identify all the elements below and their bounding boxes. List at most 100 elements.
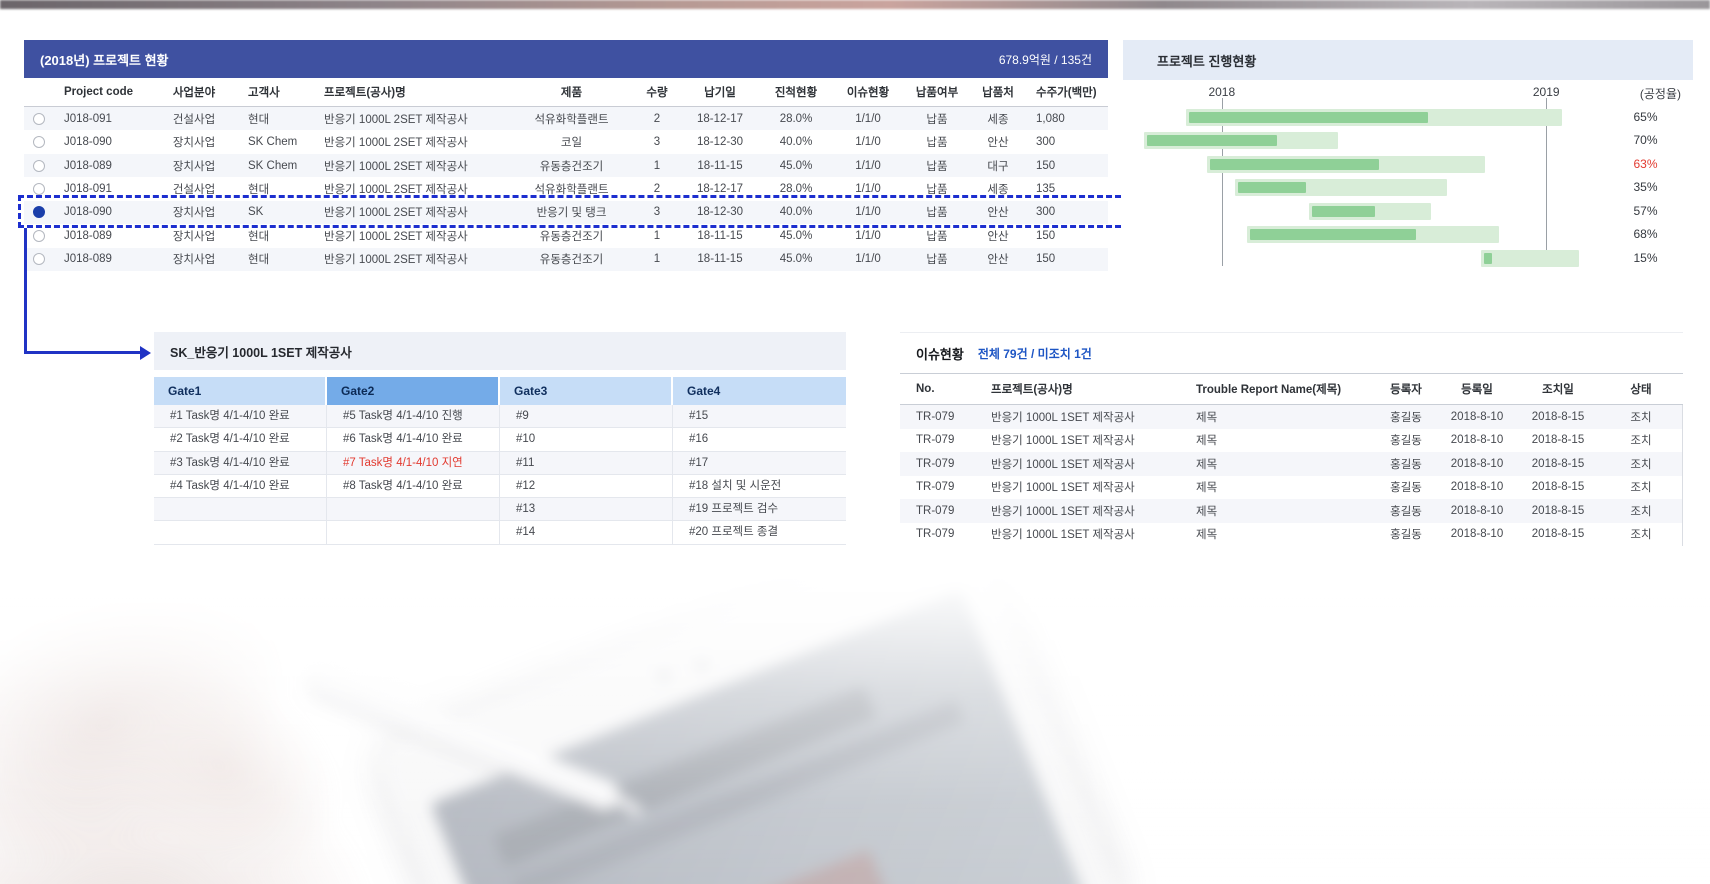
gantt-row: 35% <box>1123 176 1693 199</box>
issue-table-row[interactable]: TR-079 반응기 1000L 1SET 제작공사 제목 홍길동 2018-8-10 2… <box>900 499 1683 523</box>
table-cell: 반응기 1000L 2SET 제작공사 <box>324 113 468 126</box>
gantt-bar-progress <box>1237 182 1307 194</box>
issue-cell: 2018-8-10 <box>1450 434 1504 447</box>
gate-tab-gate4[interactable]: Gate4 <box>673 377 846 405</box>
table-cell: 대구 <box>987 160 1009 173</box>
table-row[interactable]: J018-091 건설사업 현대 반응기 1000L 2SET 제작공사 석유화학플랜트… <box>24 177 1108 200</box>
gate-task-cell <box>154 521 327 545</box>
table-cell: 납품 <box>926 160 948 173</box>
radio-cell <box>24 182 54 195</box>
table-cell: 300 <box>1036 206 1056 219</box>
issue-cell: 제목 <box>1196 411 1218 424</box>
background-photo <box>0 556 1710 884</box>
gate-tab-gate1[interactable]: Gate1 <box>154 377 327 405</box>
issue-cell: TR-079 <box>916 410 955 423</box>
column-header: Project code <box>64 86 134 98</box>
radio-icon[interactable] <box>33 112 45 125</box>
issue-table-row[interactable]: TR-079 반응기 1000L 1SET 제작공사 제목 홍길동 2018-8-10 2… <box>900 428 1683 452</box>
radio-icon[interactable] <box>33 136 45 149</box>
table-cell: 18-12-30 <box>696 136 744 149</box>
gate-task-cell: #6 Task명 4/1-4/10 완료 <box>327 428 500 452</box>
table-cell: J018-089 <box>64 253 112 266</box>
table-cell: 안산 <box>987 254 1009 267</box>
table-cell: 1 <box>653 159 661 172</box>
rate-column-header: (공정율) <box>1639 87 1681 101</box>
gate-task-cell: #17 <box>673 452 846 475</box>
table-row[interactable]: J018-089 장치사업 현대 반응기 1000L 2SET 제작공사 유동층건조기 1… <box>24 247 1108 271</box>
gantt-chart: 65% 70% 63% 35% 57% 68% 15% <box>1123 98 1693 270</box>
column-header: 상태 <box>1630 384 1652 396</box>
table-cell: SK Chem <box>248 159 298 172</box>
issue-status-panel: 이슈현황 전체 79건 / 미조치 1건 No. 프로젝트(공사)명 Trouble… <box>900 332 1683 546</box>
issue-table-body: TR-079 반응기 1000L 1SET 제작공사 제목 홍길동 2018-8-10 2… <box>900 405 1683 546</box>
gate-table-row[interactable]: #14 #20 프로젝트 종결 <box>154 521 846 545</box>
table-cell: 납품 <box>926 137 948 150</box>
issue-table-row[interactable]: TR-079 반응기 1000L 1SET 제작공사 제목 홍길동 2018-8-10 2… <box>900 452 1683 476</box>
project-progress-panel: 프로젝트 진행현황 2018 2019 (공정율) 65% 70% 63% 35% 57… <box>1123 40 1693 270</box>
gate-task-cell: #10 <box>500 428 673 452</box>
issue-table-header: No. 프로젝트(공사)명 Trouble Report Name(제목) 등록자 등록… <box>900 373 1683 405</box>
table-row[interactable]: J018-089 장치사업 현대 반응기 1000L 2SET 제작공사 유동층건조기 1… <box>24 224 1108 247</box>
table-cell: 18-11-15 <box>697 253 743 266</box>
issue-cell: 조치 <box>1630 482 1652 495</box>
progress-rate-label: 63% <box>1633 156 1658 171</box>
column-header: 수주가(백만) <box>1036 87 1097 99</box>
table-cell: 1/1/0 <box>855 253 881 266</box>
table-cell: 현대 <box>248 183 270 196</box>
issue-table-row[interactable]: TR-079 반응기 1000L 1SET 제작공사 제목 홍길동 2018-8-10 2… <box>900 475 1683 499</box>
progress-rate-label: 15% <box>1633 250 1658 265</box>
column-header: 납품여부 <box>915 87 959 99</box>
gate-task-cell: #18 설치 및 시운전 <box>673 475 846 499</box>
radio-icon[interactable] <box>33 159 45 172</box>
issue-table-row[interactable]: TR-079 반응기 1000L 1SET 제작공사 제목 홍길동 2018-8-10 2… <box>900 522 1683 546</box>
radio-icon[interactable] <box>33 182 45 195</box>
radio-icon[interactable] <box>33 229 45 242</box>
table-cell: 150 <box>1036 253 1056 266</box>
issue-table-row[interactable]: TR-079 반응기 1000L 1SET 제작공사 제목 홍길동 2018-8-10 2… <box>900 405 1683 429</box>
gate-tab-gate3[interactable]: Gate3 <box>500 377 673 405</box>
table-cell: 유동층건조기 <box>539 230 604 243</box>
radio-cell <box>24 159 54 172</box>
gate-tab-gate2[interactable]: Gate2 <box>327 377 500 405</box>
table-cell: J018-091 <box>64 112 112 125</box>
issue-cell: 조치 <box>1630 458 1652 471</box>
table-cell: 유동층건조기 <box>539 160 604 173</box>
issue-cell: 2018-8-15 <box>1531 528 1585 541</box>
table-cell: SK <box>248 206 264 219</box>
gate-table-row[interactable]: #13 #19 프로젝트 검수 <box>154 498 846 522</box>
gantt-bar-progress <box>1483 252 1493 264</box>
table-cell: 건설사업 <box>172 113 216 126</box>
gantt-bar-area <box>1123 247 1598 270</box>
column-header: 등록일 <box>1461 384 1493 396</box>
gantt-bar-progress <box>1209 158 1380 170</box>
table-cell: 석유화학플랜트 <box>534 183 609 196</box>
gate-table-body: #1 Task명 4/1-4/10 완료 #5 Task명 4/1-4/10 진행… <box>154 405 846 545</box>
gate-task-cell: #19 프로젝트 검수 <box>673 498 846 522</box>
progress-rate-label: 57% <box>1633 203 1658 218</box>
gate-table-row[interactable]: #3 Task명 4/1-4/10 완료 #7 Task명 4/1-4/10 지연… <box>154 451 846 475</box>
gate-table-row[interactable]: #2 Task명 4/1-4/10 완료 #6 Task명 4/1-4/10 완료… <box>154 428 846 452</box>
gantt-bar-progress <box>1188 112 1428 123</box>
table-cell: 45.0% <box>779 229 813 242</box>
table-row[interactable]: J018-090 장치사업 SK 반응기 1000L 2SET 제작공사 반응기 및 탱… <box>24 200 1108 225</box>
gate-task-cell: #14 <box>500 521 673 545</box>
gate-table-row[interactable]: #1 Task명 4/1-4/10 완료 #5 Task명 4/1-4/10 진행… <box>154 405 846 429</box>
radio-selected-icon[interactable] <box>33 206 45 219</box>
table-cell: 장치사업 <box>172 160 216 173</box>
table-cell: 납품 <box>926 254 948 267</box>
table-cell: 현대 <box>248 230 270 243</box>
background-photo-top-strip <box>0 0 1710 9</box>
table-cell: 45.0% <box>779 253 813 266</box>
table-row[interactable]: J018-091 건설사업 현대 반응기 1000L 2SET 제작공사 석유화학플랜트… <box>24 107 1108 131</box>
progress-rate-label: 65% <box>1633 110 1658 124</box>
radio-icon[interactable] <box>33 253 45 266</box>
table-cell: 40.0% <box>779 136 813 149</box>
table-row[interactable]: J018-089 장치사업 SK Chem 반응기 1000L 2SET 제작공사 유동… <box>24 153 1108 178</box>
issue-cell: 조치 <box>1630 435 1652 448</box>
table-cell: J018-090 <box>64 136 112 149</box>
gate-table-row[interactable]: #4 Task명 4/1-4/10 완료 #8 Task명 4/1-4/10 완료… <box>154 474 846 499</box>
radio-cell <box>24 136 54 149</box>
table-row[interactable]: J018-090 장치사업 SK Chem 반응기 1000L 2SET 제작공사 코일… <box>24 130 1108 153</box>
gate-task-cell <box>327 521 500 545</box>
table-cell: 반응기 1000L 2SET 제작공사 <box>324 160 468 173</box>
